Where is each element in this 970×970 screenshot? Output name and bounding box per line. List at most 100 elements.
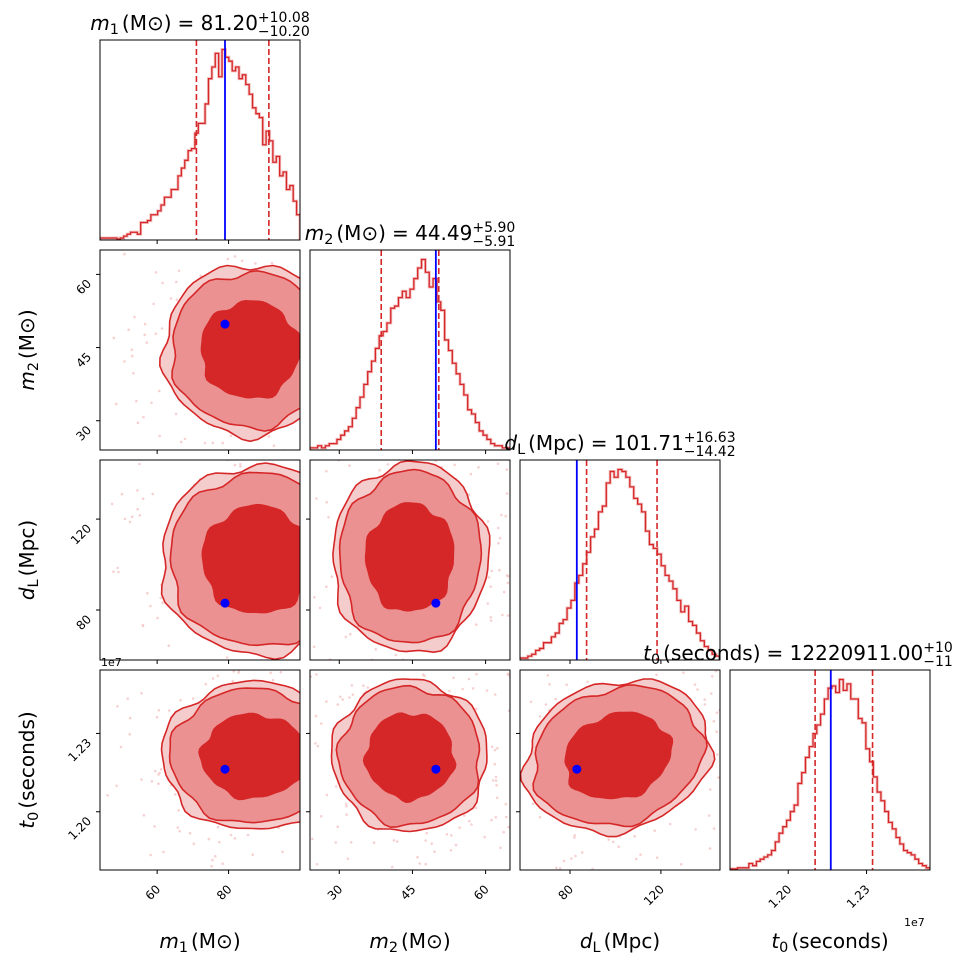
- sample-point: [694, 828, 697, 831]
- sample-point: [331, 808, 334, 811]
- sample-point: [174, 412, 178, 416]
- sample-point: [573, 834, 576, 837]
- sample-point: [302, 721, 305, 724]
- sample-point: [425, 831, 429, 835]
- sample-point: [315, 625, 318, 628]
- histogram-halo-dL: [520, 468, 720, 660]
- sample-point: [315, 301, 318, 304]
- sample-point: [280, 676, 283, 679]
- title-plus: +5.90: [472, 220, 515, 236]
- sample-point: [458, 826, 461, 829]
- sample-point: [241, 666, 244, 669]
- sample-point: [607, 838, 610, 841]
- sample-point: [541, 639, 544, 642]
- histogram-panel-m1: [100, 40, 300, 240]
- sample-point: [448, 424, 451, 427]
- sample-point: [305, 618, 308, 621]
- sample-point: [168, 709, 171, 712]
- sample-point: [119, 745, 123, 749]
- histogram-step-t0: [730, 678, 930, 870]
- sample-point: [348, 696, 351, 699]
- contour-level-2: [201, 503, 300, 614]
- sample-point: [336, 703, 340, 706]
- sample-point: [312, 299, 315, 302]
- sample-point: [759, 819, 762, 822]
- sample-point: [467, 949, 470, 952]
- sample-point: [316, 450, 319, 453]
- sample-point: [191, 697, 195, 700]
- sample-point: [494, 779, 498, 782]
- axis-label-unit: (seconds): [791, 929, 888, 953]
- sample-point: [415, 428, 418, 431]
- sample-point: [516, 667, 519, 670]
- sample-point: [327, 788, 330, 791]
- contour-panel-dL-t0: [480, 574, 789, 870]
- title-minus: −14.42: [684, 444, 736, 460]
- sample-point: [178, 829, 181, 833]
- sample-point: [348, 464, 351, 467]
- sample-point: [515, 726, 518, 729]
- sample-point: [246, 833, 250, 837]
- sample-point: [450, 834, 453, 837]
- sample-point: [94, 283, 97, 286]
- sample-point: [529, 642, 532, 645]
- sample-point: [141, 624, 145, 628]
- sample-point: [354, 388, 357, 391]
- x-axis-label-m2: m2 (M⊙): [369, 929, 450, 956]
- sample-point: [193, 467, 196, 470]
- sample-point: [216, 825, 220, 829]
- sample-point: [115, 784, 118, 788]
- sample-point: [351, 693, 355, 696]
- sample-point: [480, 794, 483, 797]
- sample-point: [786, 765, 789, 768]
- sample-point: [170, 493, 173, 496]
- sample-point: [244, 875, 247, 878]
- sample-point: [281, 850, 284, 854]
- sample-point: [313, 596, 316, 599]
- contour-panel-m2-dL: [305, 428, 560, 750]
- sample-point: [44, 893, 47, 896]
- x-tick-label-m1: 60: [143, 882, 164, 903]
- x-tick-label-m2: 60: [471, 882, 492, 903]
- axis-label-symbol: m: [15, 371, 39, 390]
- sample-point: [444, 288, 447, 291]
- sample-point: [493, 762, 497, 766]
- sample-point: [361, 267, 364, 270]
- sample-point: [497, 526, 500, 530]
- title-equals: =: [591, 431, 614, 455]
- sample-point: [430, 890, 433, 893]
- sample-point: [538, 715, 542, 718]
- sample-point: [166, 663, 169, 666]
- y-tick-label-m2: 30: [73, 423, 94, 444]
- axis-label-unit: (seconds): [15, 711, 39, 808]
- sample-point: [179, 699, 182, 702]
- sample-point: [486, 520, 490, 523]
- sample-point: [52, 687, 55, 690]
- sample-point: [314, 747, 317, 750]
- sample-point: [232, 440, 235, 443]
- sample-point: [232, 670, 235, 673]
- sample-point: [767, 574, 770, 577]
- sample-point: [454, 843, 458, 847]
- sample-point: [484, 716, 487, 719]
- sample-point: [345, 813, 349, 816]
- sample-point: [461, 687, 464, 691]
- sample-point: [364, 671, 367, 674]
- histogram-frame-m2: [309, 249, 511, 451]
- truth-marker-dL-t0: [572, 764, 582, 774]
- sample-point: [320, 455, 323, 458]
- axis-label-symbol: d: [580, 929, 593, 953]
- sample-point: [330, 597, 333, 600]
- contour-panel-m1-m2: [94, 217, 447, 496]
- sample-point: [112, 217, 115, 220]
- axis-label-symbol: m: [369, 929, 388, 953]
- sample-point: [311, 837, 314, 841]
- sample-point: [304, 405, 307, 408]
- axis-label-subscript: 0: [651, 652, 660, 668]
- sample-point: [344, 802, 348, 806]
- sample-point: [239, 664, 242, 667]
- sample-point: [310, 675, 313, 678]
- sample-point: [372, 841, 376, 844]
- sample-point: [475, 672, 478, 676]
- sample-point: [557, 562, 560, 565]
